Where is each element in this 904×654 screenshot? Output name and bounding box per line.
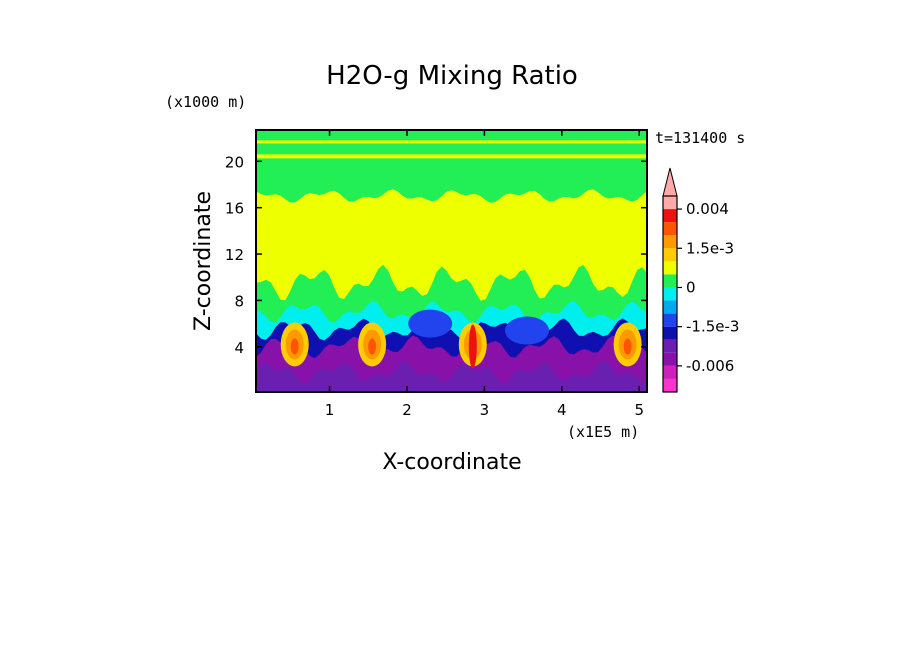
blue-intrusion	[408, 309, 453, 338]
plume-core	[368, 338, 377, 355]
colorbar-swatch	[663, 235, 677, 249]
colorbar-label: 0	[686, 278, 696, 296]
colorbar-swatch	[663, 339, 677, 353]
chart-title: H2O-g Mixing Ratio	[326, 61, 578, 91]
y-tick-label: 20	[225, 153, 244, 171]
y-tick-label: 16	[225, 200, 244, 218]
colorbar: 0.004 1.5e-3 0 -1.5e-3 -0.006	[662, 167, 739, 393]
time-label: t=131400 s	[655, 129, 745, 147]
colorbar-label: -0.006	[686, 357, 734, 375]
contour-stripe	[256, 140, 647, 144]
colorbar-extension	[662, 167, 678, 197]
colorbar-swatch	[663, 274, 677, 288]
y-unit-label: (x1000 m)	[165, 93, 246, 111]
y-axis-label: Z-coordinate	[191, 191, 216, 331]
colorbar-swatch	[663, 222, 677, 236]
y-axis: 4 8 12 16 20	[225, 153, 647, 357]
contour-stripe	[256, 154, 647, 159]
x-unit-label: (x1E5 m)	[567, 423, 639, 441]
y-tick-label: 8	[234, 292, 244, 310]
x-tick-label: 3	[480, 401, 490, 419]
colorbar-frame	[662, 195, 678, 393]
plume-core	[468, 324, 477, 369]
colorbar-label: 1.5e-3	[686, 239, 734, 257]
plume-core	[290, 338, 299, 355]
x-tick-label: 1	[325, 401, 335, 419]
plot-frame	[255, 129, 648, 393]
x-tick-label: 5	[634, 401, 644, 419]
colorbar-swatch	[663, 378, 677, 392]
colorbar-swatch	[663, 196, 677, 210]
plume-core	[623, 338, 632, 355]
x-axis: 1 2 3 4 5	[325, 130, 644, 419]
y-tick-label: 4	[234, 339, 244, 357]
contour-field	[256, 130, 647, 392]
x-tick-label: 2	[402, 401, 412, 419]
contour-band-purple	[256, 360, 647, 392]
colorbar-swatch	[663, 300, 677, 314]
colorbar-label: -1.5e-3	[686, 318, 739, 336]
colorbar-label: 0.004	[686, 200, 729, 218]
colorbar-swatch	[663, 352, 677, 366]
colorbar-swatch	[663, 313, 677, 327]
y-tick-label: 12	[225, 246, 244, 264]
colorbar-swatch	[663, 326, 677, 340]
colorbar-swatch	[663, 287, 677, 301]
colorbar-swatch	[663, 365, 677, 379]
x-axis-label: X-coordinate	[382, 450, 521, 475]
blue-intrusion	[504, 316, 549, 345]
colorbar-swatch	[663, 261, 677, 275]
x-tick-label: 4	[557, 401, 567, 419]
colorbar-swatch	[663, 209, 677, 223]
colorbar-swatch	[663, 248, 677, 262]
